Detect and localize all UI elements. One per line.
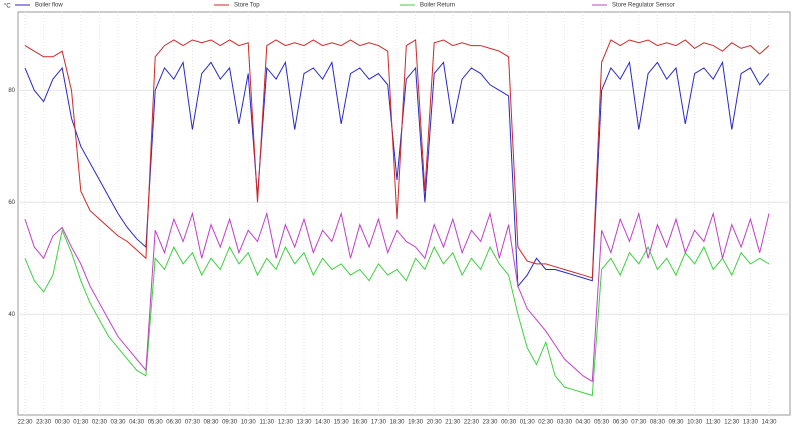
y-tick-label: 40 <box>8 312 15 318</box>
legend-label: Boiler Return <box>420 3 455 9</box>
x-tick-label: 22:30 <box>17 420 33 426</box>
x-tick-label: 06:30 <box>613 420 629 426</box>
series-line <box>24 211 770 383</box>
x-tick-label: 23:30 <box>36 420 52 426</box>
x-tick-label: 11:30 <box>706 420 721 426</box>
x-tick-label: 09:30 <box>668 420 684 426</box>
y-unit-label: °C <box>4 4 11 10</box>
x-tick-label: 03:30 <box>110 420 126 426</box>
x-tick-label: 02:30 <box>538 420 554 426</box>
legend-label: Store Regulator Sensor <box>612 3 675 9</box>
x-tick-label: 07:30 <box>631 420 647 426</box>
x-tick-label: 10:30 <box>687 420 703 426</box>
x-tick-label: 10:30 <box>241 420 257 426</box>
x-tick-label: 14:30 <box>315 420 331 426</box>
series-line <box>24 228 770 397</box>
x-tick-label: 04:30 <box>129 420 145 426</box>
x-tick-label: 21:30 <box>445 420 461 426</box>
x-tick-label: 01:30 <box>73 420 89 426</box>
x-tick-label: 05:30 <box>594 420 610 426</box>
x-tick-label: 02:30 <box>92 420 108 426</box>
x-tick-label: 01:30 <box>520 420 536 426</box>
x-tick-label: 08:30 <box>203 420 219 426</box>
legend-label: Boiler flow <box>35 3 63 9</box>
x-tick-label: 13:30 <box>743 420 759 426</box>
x-tick-label: 11:30 <box>260 420 275 426</box>
x-tick-label: 13:30 <box>296 420 312 426</box>
y-tick-label: 80 <box>8 88 15 94</box>
plot-frame <box>17 11 791 416</box>
series-line <box>24 39 770 279</box>
x-tick-label: 19:30 <box>408 420 424 426</box>
x-tick-label: 16:30 <box>352 420 368 426</box>
x-tick-label: 22:30 <box>464 420 480 426</box>
x-tick-label: 04:30 <box>575 420 591 426</box>
x-tick-label: 18:30 <box>389 420 405 426</box>
x-tick-label: 07:30 <box>185 420 201 426</box>
x-tick-label: 00:30 <box>55 420 71 426</box>
x-tick-label: 06:30 <box>166 420 182 426</box>
legend-label: Store Top <box>234 3 260 9</box>
x-tick-label: 08:30 <box>650 420 666 426</box>
x-tick-label: 17:30 <box>371 420 387 426</box>
y-tick-label: 60 <box>8 200 15 206</box>
x-tick-label: 09:30 <box>222 420 238 426</box>
x-tick-label: 12:30 <box>724 420 740 426</box>
x-tick-label: 12:30 <box>278 420 294 426</box>
x-tick-label: 14:30 <box>761 420 777 426</box>
x-tick-label: 03:30 <box>557 420 573 426</box>
x-tick-label: 23:30 <box>482 420 498 426</box>
x-tick-label: 15:30 <box>334 420 350 426</box>
x-tick-label: 05:30 <box>148 420 164 426</box>
x-tick-label: 00:30 <box>501 420 517 426</box>
x-tick-label: 20:30 <box>427 420 443 426</box>
